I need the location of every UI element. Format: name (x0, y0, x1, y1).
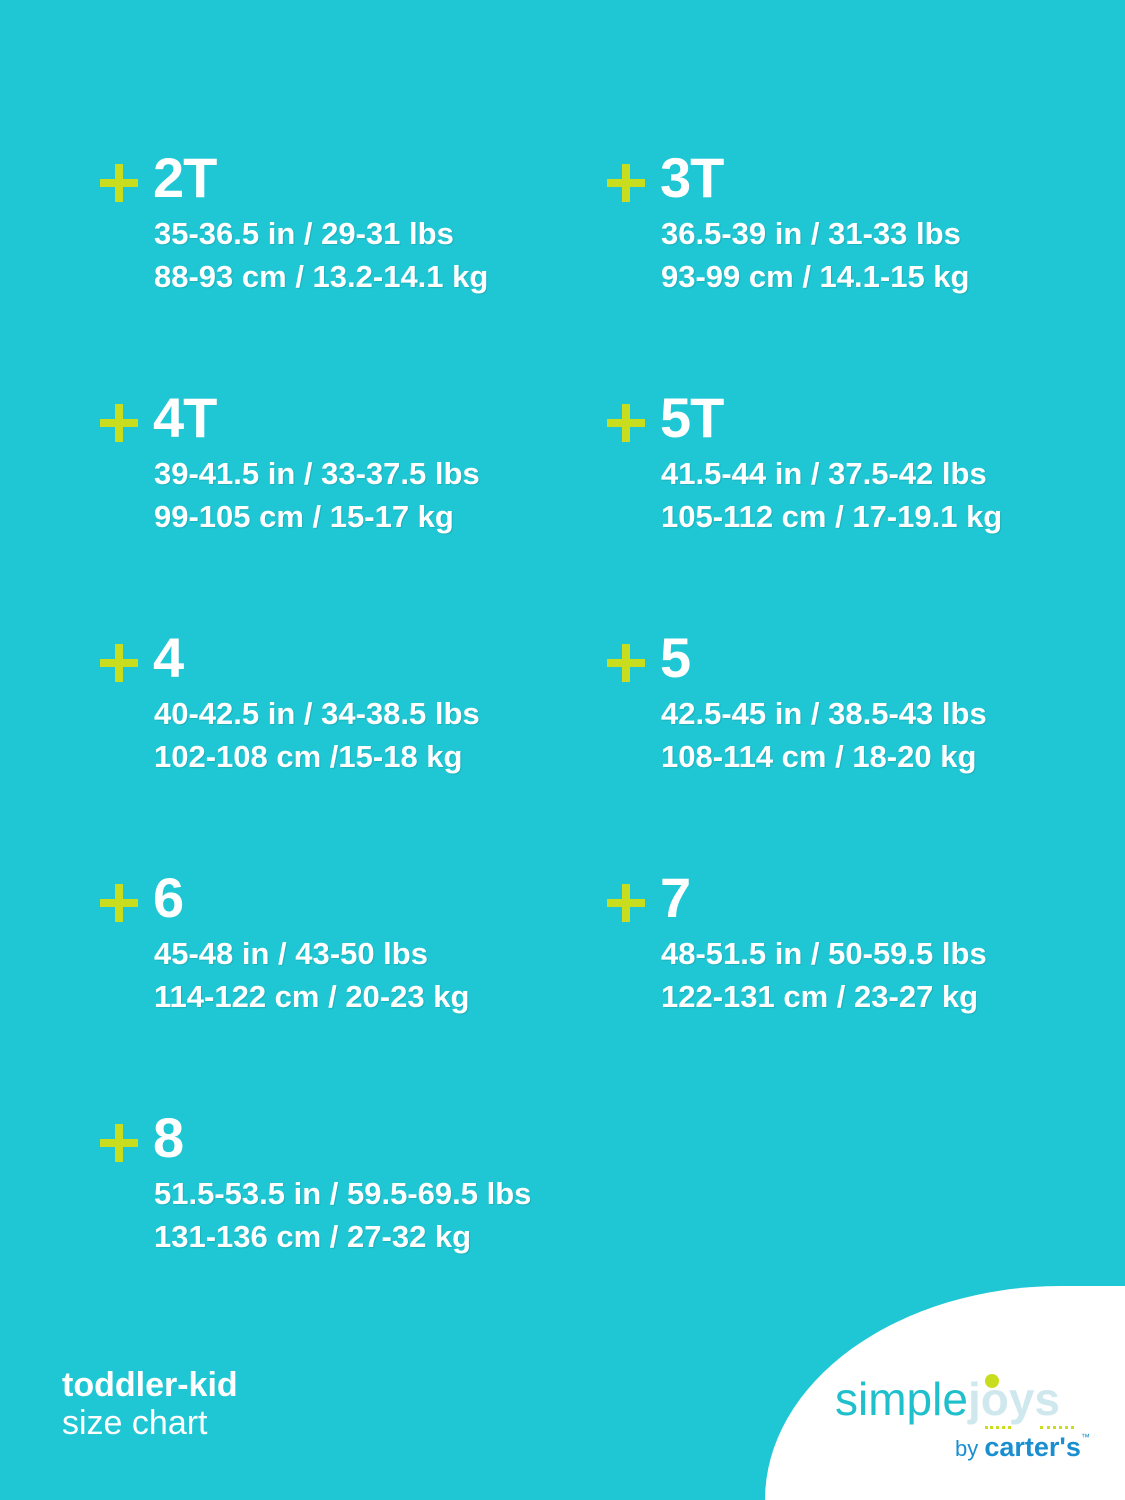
size-label: 5T (660, 386, 724, 449)
size-metric: 105-112 cm / 17-19.1 kg (661, 499, 1003, 534)
plus-icon (100, 644, 138, 682)
size-imperial: 48-51.5 in / 50-59.5 lbs (661, 936, 987, 971)
size-imperial: 35-36.5 in / 29-31 lbs (154, 216, 454, 251)
caption-title: toddler-kid (62, 1366, 238, 1404)
size-label: 5 (660, 626, 691, 689)
size-imperial: 36.5-39 in / 31-33 lbs (661, 216, 961, 251)
size-label: 6 (153, 866, 184, 929)
size-metric: 114-122 cm / 20-23 kg (154, 979, 470, 1014)
plus-icon (100, 1124, 138, 1162)
plus-icon (607, 644, 645, 682)
logo-byline: by carter's™ (955, 1432, 1090, 1463)
size-label: 2T (153, 146, 217, 209)
size-imperial: 41.5-44 in / 37.5-42 lbs (661, 456, 987, 491)
plus-icon (100, 164, 138, 202)
size-metric: 122-131 cm / 23-27 kg (661, 979, 979, 1014)
plus-icon (100, 884, 138, 922)
size-imperial: 40-42.5 in / 34-38.5 lbs (154, 696, 480, 731)
logo-simple: simple (835, 1373, 968, 1425)
plus-icon (607, 884, 645, 922)
size-label: 8 (153, 1106, 184, 1169)
logo-dotted-line (985, 1426, 1011, 1431)
logo-brand: carter's (984, 1432, 1081, 1462)
size-label: 4 (153, 626, 184, 689)
size-imperial: 42.5-45 in / 38.5-43 lbs (661, 696, 987, 731)
size-metric: 88-93 cm / 13.2-14.1 kg (154, 259, 489, 294)
size-metric: 108-114 cm / 18-20 kg (661, 739, 977, 774)
size-label: 4T (153, 386, 217, 449)
logo-by: by (955, 1436, 979, 1461)
size-metric: 102-108 cm /15-18 kg (154, 739, 463, 774)
logo-dotted-line (1040, 1426, 1074, 1431)
plus-icon (607, 404, 645, 442)
brand-logo: simplejoys (835, 1372, 1060, 1426)
size-label: 7 (660, 866, 691, 929)
size-metric: 93-99 cm / 14.1-15 kg (661, 259, 970, 294)
plus-icon (607, 164, 645, 202)
size-imperial: 45-48 in / 43-50 lbs (154, 936, 428, 971)
size-imperial: 51.5-53.5 in / 59.5-69.5 lbs (154, 1176, 532, 1211)
plus-icon (100, 404, 138, 442)
logo-dot-icon (985, 1374, 999, 1388)
size-metric: 99-105 cm / 15-17 kg (154, 499, 454, 534)
size-label: 3T (660, 146, 724, 209)
logo-tm: ™ (1080, 1432, 1090, 1442)
logo-joys: joys (967, 1373, 1060, 1425)
size-imperial: 39-41.5 in / 33-37.5 lbs (154, 456, 480, 491)
caption-subtitle: size chart (62, 1404, 208, 1442)
size-metric: 131-136 cm / 27-32 kg (154, 1219, 472, 1254)
chart-caption: toddler-kid size chart (62, 1366, 238, 1442)
